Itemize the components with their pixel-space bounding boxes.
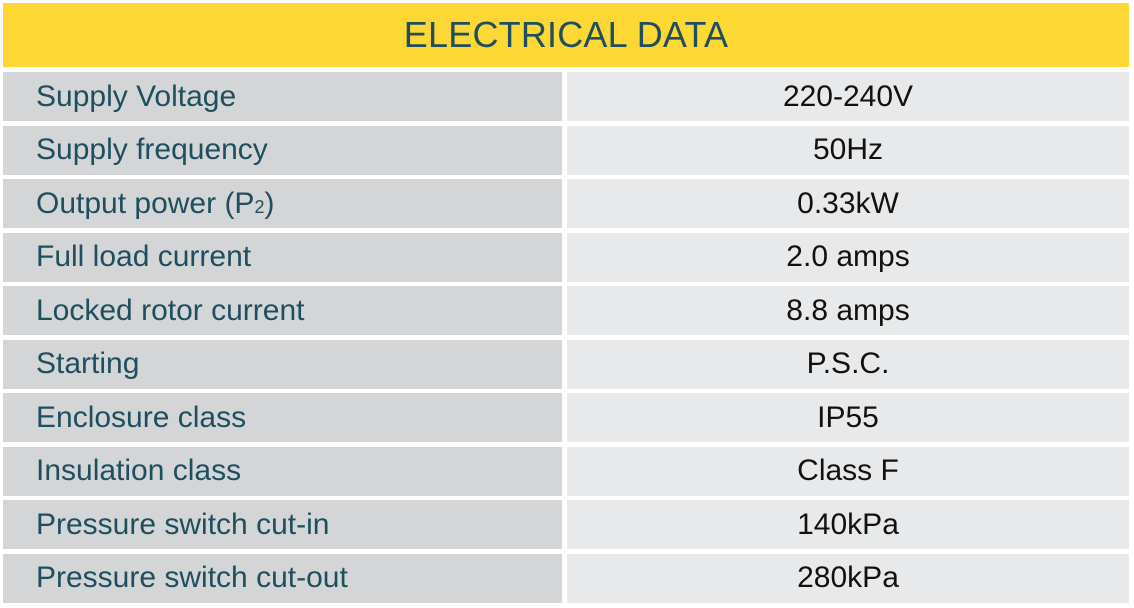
row-value: 8.8 amps — [567, 286, 1129, 335]
row-label: Supply frequency — [3, 125, 562, 175]
row-label: Insulation class — [3, 446, 562, 496]
row-label: Supply Voltage — [3, 72, 562, 121]
row-value: 0.33kW — [567, 179, 1129, 228]
table-row: Insulation class Class F — [3, 446, 1129, 496]
table-row: Locked rotor current 8.8 amps — [3, 286, 1129, 335]
row-label: Full load current — [3, 232, 562, 282]
table-row: Supply frequency 50Hz — [3, 125, 1129, 175]
row-label: Output power (P 2) — [3, 179, 562, 228]
row-label: Pressure switch cut-in — [3, 500, 562, 549]
row-label-suffix: ) — [264, 186, 275, 220]
row-label-subscript: 2 — [254, 197, 265, 217]
row-value: Class F — [567, 446, 1129, 496]
table-row: Starting P.S.C. — [3, 339, 1129, 389]
electrical-data-table: ELECTRICAL DATA Supply Voltage 220-240V … — [3, 3, 1129, 603]
table-title: ELECTRICAL DATA — [3, 3, 1129, 67]
row-value: 50Hz — [567, 125, 1129, 175]
table-row: Pressure switch cut-out 280kPa — [3, 553, 1129, 603]
table-row: Output power (P 2) 0.33kW — [3, 179, 1129, 228]
table-row: Supply Voltage 220-240V — [3, 72, 1129, 121]
table-rows: Supply Voltage 220-240V Supply frequency… — [3, 72, 1129, 603]
row-label: Starting — [3, 339, 562, 389]
row-value: 220-240V — [567, 72, 1129, 121]
row-value: P.S.C. — [567, 339, 1129, 389]
table-row: Enclosure class IP55 — [3, 393, 1129, 442]
row-label: Pressure switch cut-out — [3, 553, 562, 603]
row-label: Locked rotor current — [3, 286, 562, 335]
row-label: Enclosure class — [3, 393, 562, 442]
table-row: Pressure switch cut-in 140kPa — [3, 500, 1129, 549]
row-value: IP55 — [567, 393, 1129, 442]
row-value: 140kPa — [567, 500, 1129, 549]
row-value: 2.0 amps — [567, 232, 1129, 282]
row-label-text: Output power (P — [36, 186, 255, 220]
row-value: 280kPa — [567, 553, 1129, 603]
table-row: Full load current 2.0 amps — [3, 232, 1129, 282]
